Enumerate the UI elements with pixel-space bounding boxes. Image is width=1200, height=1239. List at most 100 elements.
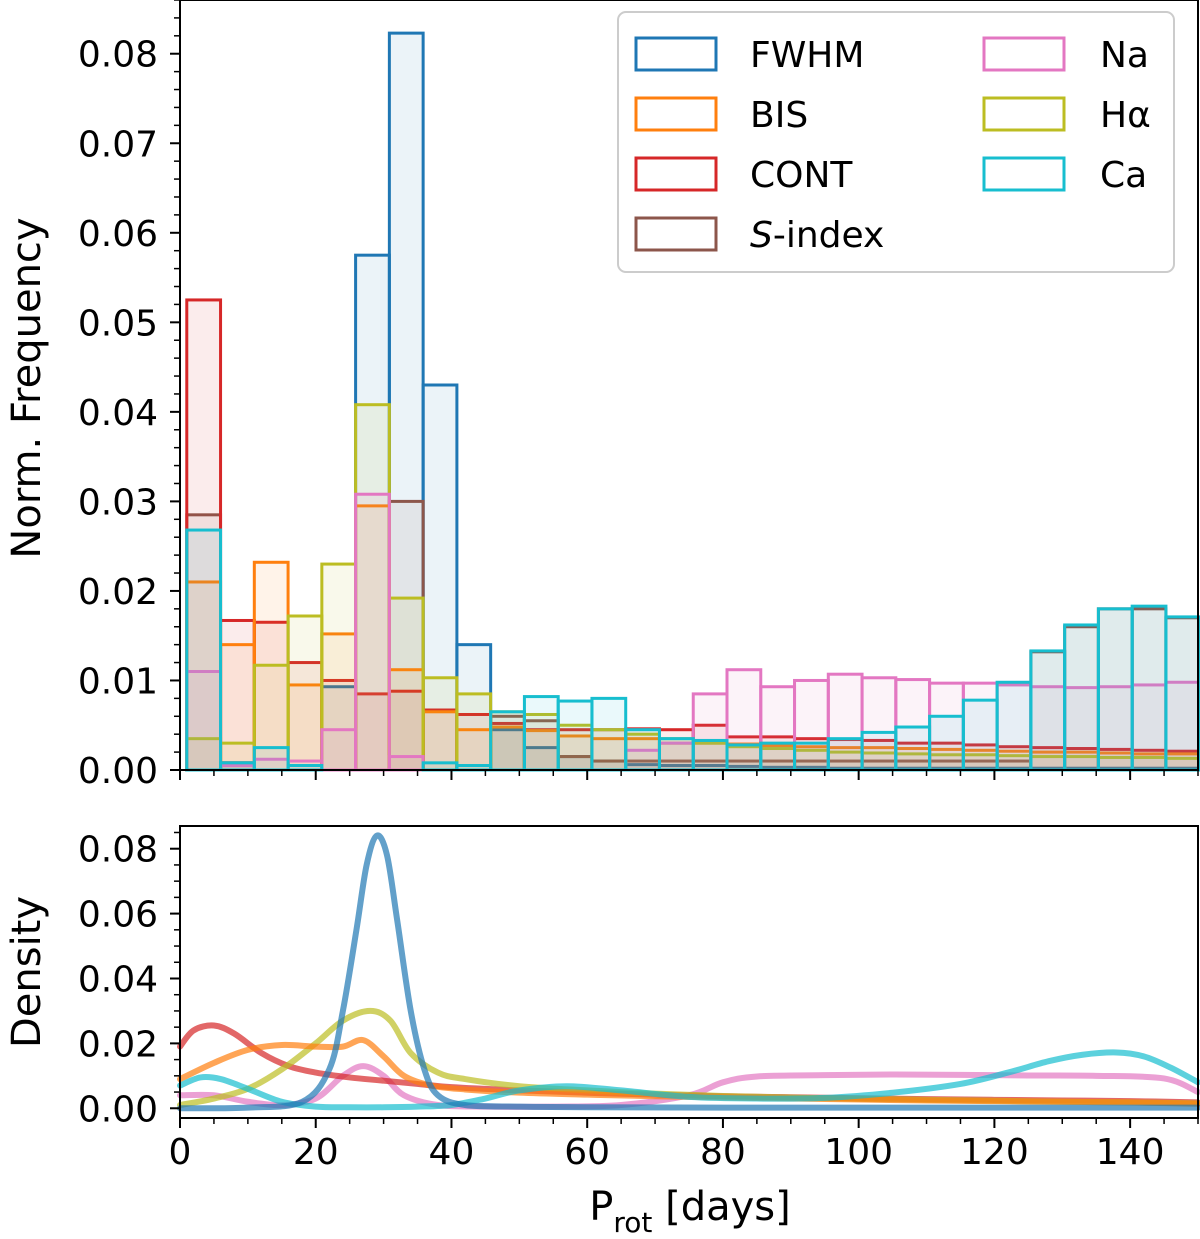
bar-ca [489, 710, 526, 772]
y-tick-label: 0.06 [78, 895, 158, 936]
y-tick-label: 0.08 [78, 830, 158, 871]
bar-halpha [286, 614, 324, 772]
legend-swatch-sindex [634, 216, 718, 252]
bar-ca [252, 746, 290, 772]
density-y-axis: 0.00 0.02 0.04 0.06 0.08 [78, 830, 180, 1130]
bar-ca [185, 528, 223, 772]
y-tick-label: 0.01 [78, 661, 158, 702]
y-tick-label: 0.04 [78, 393, 158, 434]
bar-halpha [691, 741, 729, 772]
y-tick-label: 0.05 [78, 303, 158, 344]
y-tick-label: 0.04 [78, 959, 158, 1000]
legend-label-halpha: Hα [1100, 95, 1151, 136]
histogram-bars [185, 31, 1200, 772]
bar-ca [1029, 649, 1067, 772]
bars-ca [185, 528, 1200, 772]
x-tick-label: 120 [960, 1132, 1029, 1173]
bar-fwhm [421, 383, 459, 772]
bar-ca [657, 737, 695, 772]
xlabel-rest: [days] [652, 1184, 790, 1230]
bar-ca [421, 761, 459, 772]
density-x-axis: 0 20 40 60 80 100 120 140 [169, 1118, 1199, 1173]
legend-label-bis: BIS [750, 95, 808, 136]
xlabel-main: P [589, 1184, 613, 1230]
density-xlabel: Prot [days] [589, 1184, 790, 1239]
xlabel-sub: rot [613, 1206, 652, 1239]
y-tick-label: 0.08 [78, 35, 158, 76]
y-tick-label: 0.00 [78, 1089, 158, 1130]
bar-ca [590, 696, 628, 772]
x-tick-label: 60 [564, 1132, 610, 1173]
bar-ca [793, 741, 830, 772]
legend-swatch-ca [982, 156, 1066, 192]
bar-ca [522, 695, 560, 772]
x-tick-label: 20 [293, 1132, 339, 1173]
legend-label-cont: CONT [750, 155, 853, 196]
legend-box [617, 11, 1175, 273]
legend-swatch-fwhm [634, 36, 718, 72]
bar-na [387, 755, 425, 772]
bar-na [793, 678, 830, 772]
bar-bis [421, 710, 459, 772]
legend-label-sindex-prefix: S [750, 215, 773, 256]
bar-ca [894, 725, 932, 772]
x-tick-label: 140 [1096, 1132, 1165, 1173]
bar-ca [1096, 607, 1134, 772]
density-curves [177, 832, 1200, 1112]
bar-na [354, 492, 391, 772]
legend-label-sindex-rest: -index [773, 215, 884, 256]
histogram-x-ticks [179, 770, 1199, 780]
bar-cont [421, 708, 459, 772]
legend-label-fwhm: FWHM [750, 35, 864, 76]
bar-ca [1063, 623, 1100, 772]
y-tick-label: 0.02 [78, 572, 158, 613]
y-tick-label: 0.02 [78, 1024, 158, 1065]
legend-label-na: Na [1100, 35, 1149, 76]
bar-halpha [624, 732, 661, 772]
bar-halpha [421, 676, 459, 772]
y-tick-label: 0.07 [78, 124, 158, 165]
bar-halpha [522, 712, 560, 772]
density-line-fwhm [177, 832, 1200, 1112]
bar-ca [691, 738, 729, 772]
bar-cont [657, 728, 695, 772]
bar-ca [826, 737, 864, 772]
bar-halpha [455, 692, 493, 772]
bar-ca [759, 741, 797, 772]
x-tick-label: 0 [169, 1132, 192, 1173]
density-panel: 0.000.020.040.060.08 0 20 40 60 80 100 120 140 … [4, 825, 1200, 1239]
legend-swatch-halpha [982, 96, 1066, 132]
bar-ca [1130, 604, 1168, 772]
histogram-panel: 0.00 0.01 0.02 0.03 0.04 0.05 0.06 0.07 0.08 Nor… [4, 0, 1200, 792]
bar-bis [219, 643, 256, 772]
bar-ca [1164, 615, 1200, 772]
bar-ca [219, 761, 256, 772]
legend-label-ca: Ca [1100, 155, 1147, 196]
bar-na [759, 685, 797, 772]
legend: FWHM BIS CONT S-index Na Hα Ca [617, 11, 1175, 273]
legend-label-sindex: S-index [750, 215, 884, 256]
bars-fwhm [219, 31, 1200, 772]
bar-ca [725, 743, 763, 772]
bar-ca [556, 699, 594, 772]
histogram-y-axis: 0.00 0.01 0.02 0.03 0.04 0.05 0.06 0.07 0.08 [78, 0, 180, 792]
density-ylabel: Density [4, 896, 50, 1048]
bar-halpha [387, 596, 425, 772]
legend-swatch-cont [634, 156, 718, 192]
y-tick-label: 0.03 [78, 482, 158, 523]
bar-ca [961, 698, 999, 772]
bar-na [320, 728, 358, 772]
x-tick-label: 80 [700, 1132, 746, 1173]
bar-ca [860, 730, 898, 772]
bar-s-index [185, 513, 223, 772]
bar-halpha [320, 562, 358, 772]
x-tick-label: 100 [824, 1132, 893, 1173]
bar-ca [995, 680, 1033, 772]
y-tick-label: 0.06 [78, 214, 158, 255]
legend-swatch-na [982, 36, 1066, 72]
y-tick-label: 0.00 [78, 751, 158, 792]
x-tick-label: 40 [429, 1132, 475, 1173]
bar-ca [624, 728, 661, 772]
bar-cont [489, 721, 526, 772]
